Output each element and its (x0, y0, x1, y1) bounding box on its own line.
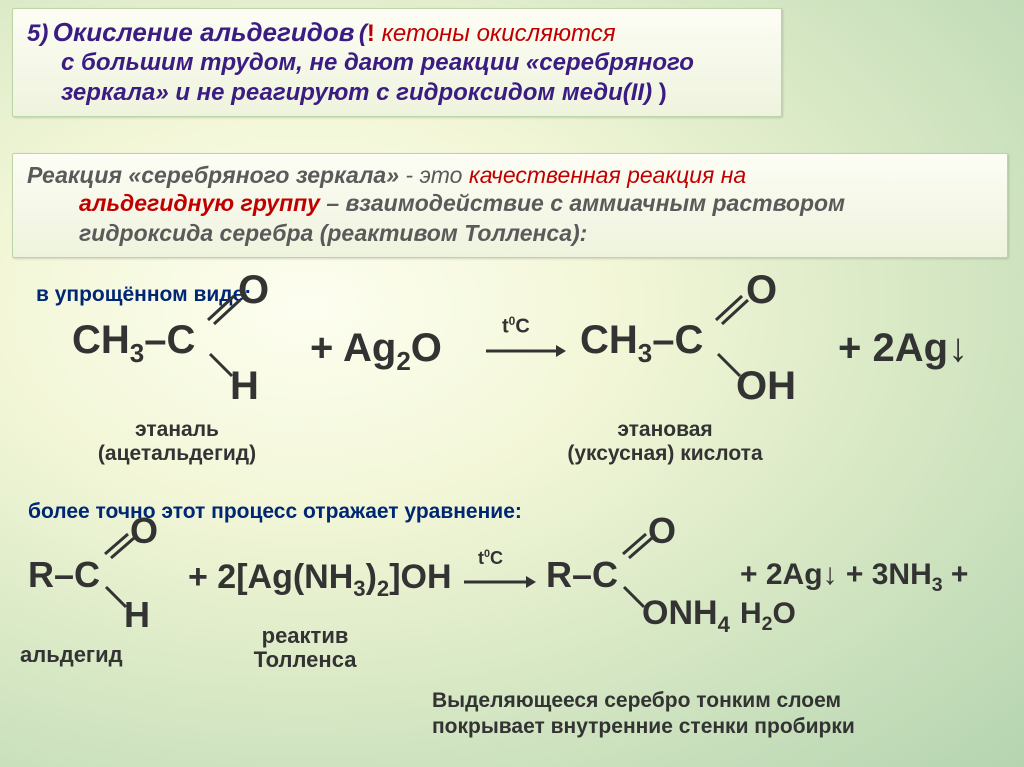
eq2-arrow: t0C (462, 572, 538, 597)
ethanovaya-label: этановая (уксусная) кислота (540, 418, 790, 466)
ketone-red: кетоны окисляются (382, 20, 616, 47)
eq1-ag2o: + Ag2O (310, 326, 442, 377)
title-box: 5) Окисление альдегидов (! кетоны окисля… (12, 8, 782, 117)
aldehyde-label: альдегид (20, 642, 123, 668)
silver-mirror-box: Реакция «серебряного зеркала» - это каче… (12, 153, 1008, 258)
silver-dash: - это (399, 162, 469, 188)
eq1-arrow: t0C (484, 340, 568, 367)
tollens-label: реактив Толленса (240, 624, 370, 672)
title-line3: зеркала» и не реагируют с гидроксидом ме… (61, 78, 767, 108)
exclamation: ! (367, 20, 382, 47)
silver-line3: гидроксида серебра (реактивом Толленса): (79, 219, 993, 249)
eq1-tail: + 2Ag↓ (838, 326, 968, 371)
open-paren: ( (359, 20, 367, 47)
eq2-right: R–C O ONH4 (546, 554, 618, 596)
title-text: Окисление альдегидов (53, 17, 355, 47)
eq2-tollens: + 2[Ag(NH3)2]OH (188, 558, 452, 602)
eq1-H: H (202, 350, 246, 391)
title-line1: 5) Окисление альдегидов (! кетоны окисля… (27, 17, 767, 48)
silver-red1: качественная реакция на (469, 162, 746, 188)
title-number: 5) (27, 20, 48, 47)
eq2-left: R–C O H (28, 554, 100, 596)
ethanal-label: этаналь (ацетальдегид) (72, 418, 282, 466)
eq1-product: CH3–C O OH (580, 318, 703, 369)
exact-line: более точно этот процесс отражает уравне… (28, 500, 522, 524)
silver-line2: альдегидную группу – взаимодействие с ам… (79, 189, 993, 219)
silver-title: Реакция «серебряного зеркала» (27, 162, 399, 188)
eq2-tail: + 2Ag↓ + 3NH3 + H2O (740, 558, 1024, 636)
eq1-dblO: O (202, 286, 256, 331)
equation-1: CH3–C O H (72, 318, 195, 369)
silver-line1: Реакция «серебряного зеркала» - это каче… (27, 162, 993, 189)
conclusion: Выделяющееся серебро тонким слоем покрыв… (432, 688, 855, 741)
eq1-ch3: CH3–C (72, 318, 195, 362)
title-line2: с большим трудом, не дают реакции «сереб… (61, 48, 767, 78)
